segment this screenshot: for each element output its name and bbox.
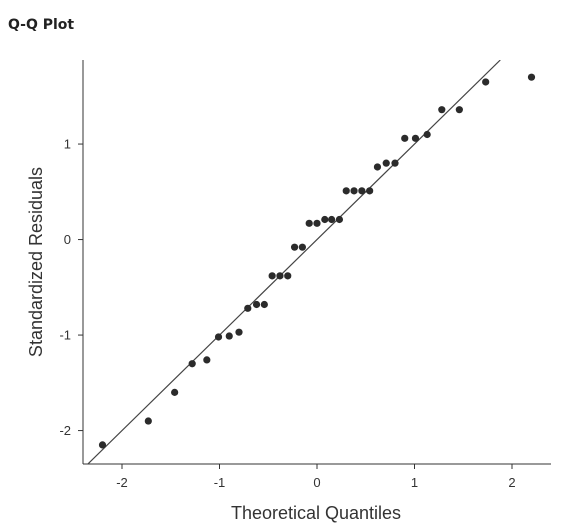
data-point xyxy=(98,441,107,449)
data-point xyxy=(382,159,390,167)
data-point xyxy=(298,243,306,251)
data-point xyxy=(423,130,431,139)
data-point xyxy=(313,219,321,227)
y-tick-label: 1 xyxy=(64,137,71,152)
data-point xyxy=(328,215,336,224)
data-point xyxy=(335,215,344,224)
x-tick-label: 2 xyxy=(508,475,515,490)
data-point xyxy=(366,187,374,195)
data-point xyxy=(401,134,409,142)
x-tick-label: -1 xyxy=(214,475,226,490)
data-point xyxy=(438,106,446,114)
data-point xyxy=(527,73,536,81)
data-point xyxy=(284,272,292,280)
panel-title: Q-Q Plot xyxy=(8,17,75,33)
data-point xyxy=(235,328,243,336)
data-point xyxy=(203,356,211,364)
data-point xyxy=(188,360,196,368)
data-point xyxy=(260,300,268,309)
data-point xyxy=(171,388,179,396)
data-point xyxy=(244,304,252,312)
data-point xyxy=(391,159,399,167)
data-point xyxy=(276,272,284,280)
x-tick-label: 0 xyxy=(313,475,320,490)
data-point xyxy=(305,219,313,227)
y-tick-label: -1 xyxy=(59,328,71,343)
x-tick-label: 1 xyxy=(411,475,418,490)
y-tick-label: -2 xyxy=(59,423,71,438)
data-point xyxy=(358,187,366,195)
y-axis-label: Standardized Residuals xyxy=(26,167,46,357)
data-point xyxy=(144,417,152,425)
data-point xyxy=(373,163,382,171)
data-point xyxy=(214,333,223,341)
data-point xyxy=(268,272,276,280)
x-axis-label: Theoretical Quantiles xyxy=(231,503,401,523)
data-point xyxy=(342,187,350,195)
x-tick-label: -2 xyxy=(116,475,128,490)
data-point xyxy=(252,300,261,309)
y-tick-label: 0 xyxy=(64,232,71,247)
data-point xyxy=(482,78,490,86)
data-point xyxy=(411,134,420,142)
reference-line xyxy=(87,60,501,464)
data-point xyxy=(321,215,329,224)
data-point xyxy=(290,243,299,251)
data-point xyxy=(350,187,358,195)
data-point xyxy=(455,106,463,114)
data-point xyxy=(225,332,233,340)
